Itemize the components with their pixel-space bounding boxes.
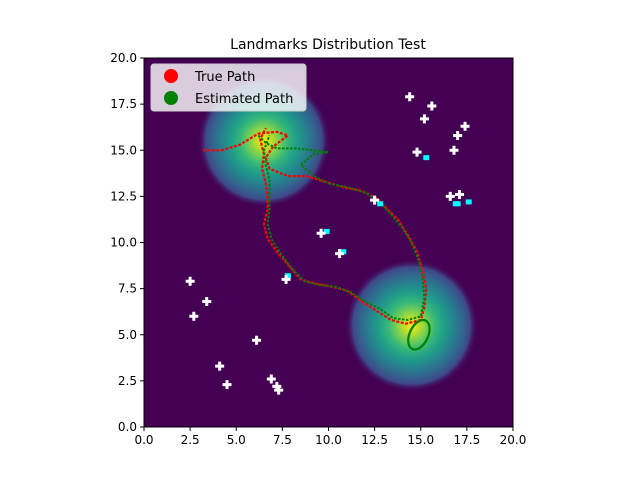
legend: True Path Estimated Path <box>150 63 307 112</box>
y-tick-label: 2.5 <box>118 374 137 388</box>
legend-true-path-marker <box>164 69 178 83</box>
y-tick-label: 20.0 <box>110 51 137 65</box>
estimated-path-line <box>257 134 426 321</box>
true-landmark-marker <box>449 145 459 155</box>
legend-estimated-path-label: Estimated Path <box>195 92 293 107</box>
true-landmark-marker <box>252 335 262 345</box>
x-tick-label: 17.5 <box>454 433 481 447</box>
true-landmark-marker <box>274 385 284 395</box>
y-tick-label: 7.5 <box>118 282 137 296</box>
estimated-landmark-marker <box>340 249 347 255</box>
y-tick-label: 5.0 <box>118 328 137 342</box>
true-landmark-marker <box>222 380 232 390</box>
x-tick-label: 10.0 <box>315 433 342 447</box>
y-tick-label: 0.0 <box>118 420 137 434</box>
true-landmark-marker <box>215 361 225 371</box>
true-landmark-marker <box>202 297 212 307</box>
x-tick-label: 2.5 <box>181 433 200 447</box>
true-landmark-marker <box>419 114 429 124</box>
true-landmark-marker <box>370 195 380 205</box>
true-landmark-marker <box>453 130 463 140</box>
y-axis: 0.0 2.5 5.0 7.5 10.0 12.5 15.0 17.5 20.0 <box>110 51 144 434</box>
true-landmark-marker <box>454 190 464 200</box>
true-landmark-marker <box>281 274 291 284</box>
true-landmark-marker <box>316 228 326 238</box>
estimated-landmark-marker <box>284 273 291 279</box>
true-landmark-marker <box>427 101 437 111</box>
legend-box <box>150 63 307 112</box>
y-tick-label: 17.5 <box>110 97 137 111</box>
x-tick-label: 0.0 <box>134 433 153 447</box>
true-landmark-marker <box>405 92 415 102</box>
true-landmark-marker <box>185 276 195 286</box>
estimated-path-loop <box>407 318 431 351</box>
density-peak-1 <box>345 259 478 392</box>
x-tick-label: 5.0 <box>227 433 246 447</box>
true-landmark-marker <box>445 191 455 201</box>
x-axis: 0.0 2.5 5.0 7.5 10.0 12.5 15.0 17.5 20.0 <box>134 427 526 447</box>
y-tick-label: 15.0 <box>110 143 137 157</box>
x-tick-label: 12.5 <box>361 433 388 447</box>
true-landmark-marker <box>335 249 345 259</box>
estimated-landmark-marker <box>323 228 330 234</box>
path-layer <box>203 127 431 351</box>
legend-true-path-label: True Path <box>194 70 255 85</box>
estimated-landmark-marker <box>452 201 459 207</box>
legend-estimated-path-marker <box>164 91 178 105</box>
landmark-layer <box>185 92 472 395</box>
estimated-landmark-marker <box>465 199 472 205</box>
true-landmark-marker <box>412 147 422 157</box>
true-landmark-marker <box>266 374 276 384</box>
estimated-landmark-marker <box>423 155 430 161</box>
x-tick-label: 20.0 <box>500 433 527 447</box>
y-tick-label: 12.5 <box>110 189 137 203</box>
estimated-landmark-marker <box>377 201 384 207</box>
x-tick-label: 7.5 <box>273 433 292 447</box>
true-landmark-marker <box>189 311 199 321</box>
y-tick-label: 10.0 <box>110 236 137 250</box>
x-tick-label: 15.0 <box>407 433 434 447</box>
chart-title: Landmarks Distribution Test <box>230 37 426 53</box>
true-landmark-marker <box>460 121 470 131</box>
